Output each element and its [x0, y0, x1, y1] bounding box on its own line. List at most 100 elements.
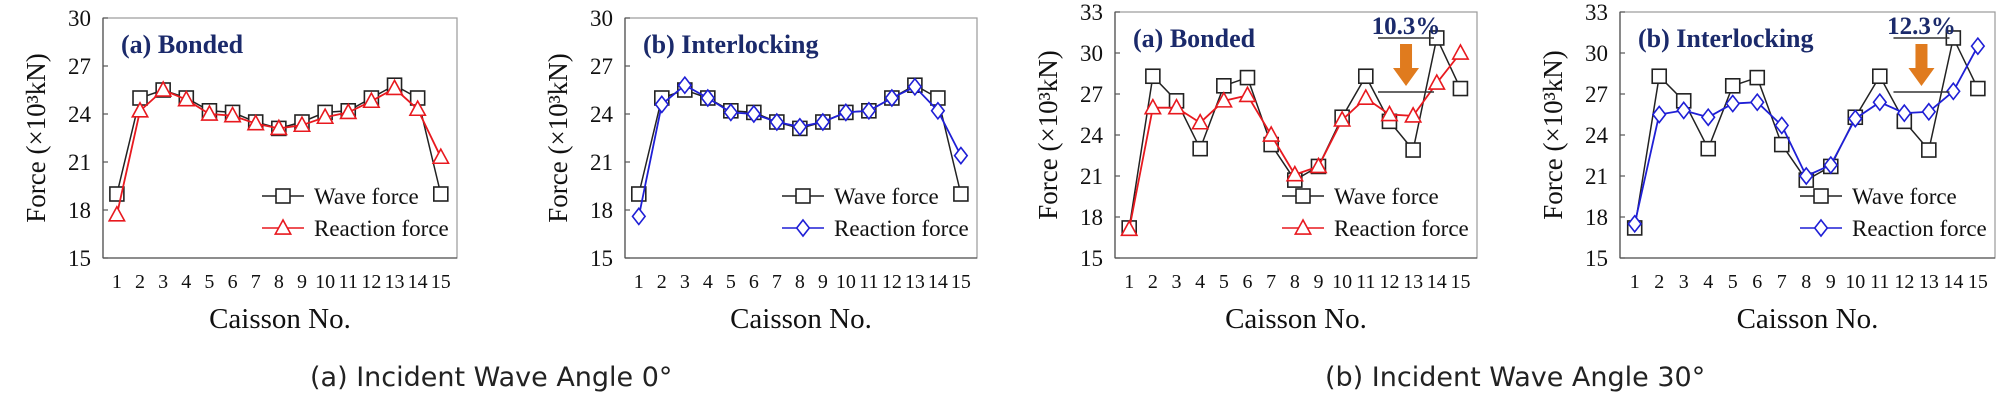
- legend-label: Reaction force: [1334, 216, 1469, 241]
- x-tick-label: 11: [1356, 271, 1375, 293]
- y-tick-label: 21: [68, 150, 91, 175]
- series-line-wave: [638, 84, 962, 195]
- y-tick-label: 21: [590, 150, 613, 175]
- y-axis-label: Force (×10³kN): [1538, 50, 1568, 220]
- data-point-wave: [953, 186, 969, 202]
- data-point-reaction: [746, 104, 762, 124]
- x-tick-label: 5: [1728, 271, 1738, 293]
- y-tick-label: 27: [1080, 82, 1103, 107]
- data-point-reaction: [1404, 106, 1423, 123]
- y-axis-label: Force (×10³kN): [21, 53, 51, 223]
- y-tick-label: 15: [1585, 246, 1608, 271]
- data-point-wave: [1145, 68, 1161, 85]
- data-point-reaction: [177, 89, 196, 107]
- x-tick-label: 13: [1919, 271, 1939, 293]
- data-point-reaction: [953, 146, 969, 165]
- data-point-reaction: [1921, 102, 1937, 122]
- data-point-wave: [1216, 78, 1232, 94]
- data-point-reaction: [408, 99, 427, 117]
- y-tick-label: 24: [68, 102, 92, 127]
- y-tick-label: 27: [1585, 82, 1608, 107]
- x-tick-label: 5: [204, 271, 214, 293]
- x-tick-label: 5: [1219, 271, 1229, 293]
- x-tick-label: 10: [1845, 271, 1865, 293]
- data-point-reaction: [1749, 92, 1765, 112]
- data-point-reaction: [792, 117, 808, 137]
- data-point-reaction: [1333, 110, 1352, 127]
- legend-label: Wave force: [314, 184, 419, 209]
- caption-angle-30: (b) Incident Wave Angle 30°: [1325, 362, 1706, 393]
- data-point-reaction: [1823, 155, 1839, 175]
- y-tick-label: 18: [68, 198, 91, 223]
- x-tick-label: 1: [112, 271, 122, 293]
- data-point-reaction: [884, 88, 900, 108]
- x-tick-label: 13: [1403, 271, 1423, 293]
- annotation-arrow-icon: [1393, 44, 1420, 86]
- legend-label: Reaction force: [1852, 216, 1987, 241]
- y-tick-label: 18: [1080, 205, 1103, 230]
- data-point-reaction: [1120, 219, 1139, 237]
- data-point-reaction: [1262, 125, 1281, 142]
- legend-swatch-marker: [273, 218, 293, 235]
- data-point-wave: [1405, 142, 1421, 158]
- data-point-reaction: [815, 112, 831, 132]
- panel-label: (a) Bonded: [121, 30, 244, 59]
- data-point-wave: [1651, 68, 1668, 85]
- data-point-wave: [1749, 69, 1766, 86]
- x-tick-label: 11: [1870, 271, 1889, 293]
- x-tick-label: 4: [1703, 271, 1713, 293]
- data-point-reaction: [1700, 107, 1716, 127]
- data-point-reaction: [1309, 156, 1328, 174]
- data-point-reaction: [861, 101, 877, 121]
- x-tick-label: 4: [1195, 271, 1205, 293]
- data-point-reaction: [1847, 109, 1863, 128]
- series-line-wave: [116, 84, 442, 195]
- data-point-reaction: [769, 112, 785, 132]
- legend-swatch-marker: [1293, 218, 1313, 235]
- data-point-reaction: [130, 101, 150, 118]
- x-tick-label: 15: [951, 271, 971, 293]
- y-tick-label: 30: [1080, 41, 1103, 66]
- x-tick-label: 2: [135, 271, 145, 293]
- data-point-reaction: [1774, 116, 1790, 135]
- y-tick-label: 24: [1080, 123, 1104, 148]
- x-tick-label: 6: [1752, 271, 1762, 293]
- legend-label: Wave force: [1334, 184, 1439, 209]
- x-tick-label: 7: [1777, 271, 1787, 293]
- data-point-reaction: [1725, 94, 1741, 113]
- panel-label: (b) Interlocking: [1638, 24, 1814, 53]
- y-tick-label: 18: [1585, 205, 1608, 230]
- x-tick-label: 8: [1801, 271, 1811, 293]
- data-point-wave: [1700, 140, 1717, 157]
- data-point-reaction: [1285, 164, 1304, 182]
- data-point-reaction: [431, 147, 450, 165]
- y-tick-label: 27: [68, 54, 91, 79]
- x-tick-label: 1: [1124, 271, 1134, 293]
- data-point-wave: [1239, 69, 1256, 86]
- x-tick-label: 9: [1826, 271, 1836, 293]
- x-tick-label: 15: [1450, 271, 1470, 293]
- x-tick-label: 11: [339, 271, 358, 293]
- data-point-reaction: [723, 103, 739, 122]
- y-tick-label: 30: [68, 6, 91, 31]
- x-tick-label: 9: [818, 271, 828, 293]
- data-point-reaction: [1798, 166, 1814, 186]
- x-tick-label: 15: [431, 271, 451, 293]
- annotation-percent: 10.3%: [1372, 13, 1441, 40]
- data-point-wave: [1773, 136, 1790, 153]
- data-point-reaction: [154, 80, 173, 97]
- x-tick-label: 6: [749, 271, 759, 293]
- x-tick-label: 1: [1630, 271, 1640, 293]
- legend-swatch-marker: [275, 188, 291, 204]
- data-point-wave: [1192, 140, 1208, 157]
- x-tick-label: 15: [1968, 271, 1988, 293]
- x-tick-label: 8: [274, 271, 284, 293]
- data-point-reaction: [339, 102, 358, 120]
- x-tick-label: 14: [408, 271, 428, 293]
- legend-swatch-marker: [795, 188, 811, 204]
- data-point-reaction: [1427, 73, 1446, 90]
- legend-swatch-marker: [795, 218, 811, 238]
- data-point-reaction: [1676, 101, 1692, 120]
- x-tick-label: 3: [1679, 271, 1689, 293]
